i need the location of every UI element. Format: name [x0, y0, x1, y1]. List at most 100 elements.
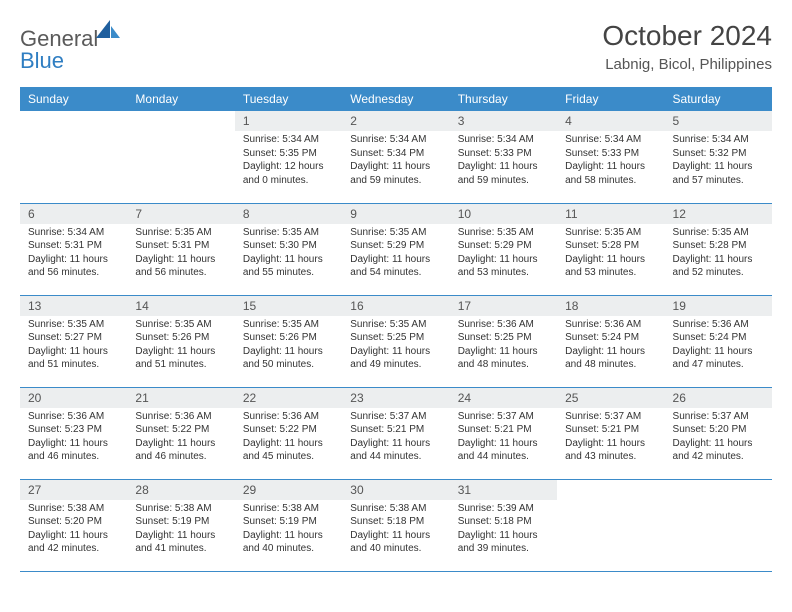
- day-number: 5: [665, 111, 772, 131]
- calendar-page: General Blue October 2024 Labnig, Bicol,…: [0, 0, 792, 582]
- month-title: October 2024: [602, 20, 772, 52]
- sunrise-text: Sunrise: 5:35 AM: [565, 226, 656, 240]
- day-body: Sunrise: 5:34 AMSunset: 5:31 PMDaylight:…: [20, 224, 127, 284]
- sunset-text: Sunset: 5:21 PM: [565, 423, 656, 437]
- sunrise-text: Sunrise: 5:36 AM: [243, 410, 334, 424]
- calendar-day-cell: 21Sunrise: 5:36 AMSunset: 5:22 PMDayligh…: [127, 387, 234, 479]
- sunset-text: Sunset: 5:22 PM: [243, 423, 334, 437]
- day-body: Sunrise: 5:36 AMSunset: 5:24 PMDaylight:…: [665, 316, 772, 376]
- day-number: 11: [557, 204, 664, 224]
- calendar-day-cell: 25Sunrise: 5:37 AMSunset: 5:21 PMDayligh…: [557, 387, 664, 479]
- sunset-text: Sunset: 5:33 PM: [458, 147, 549, 161]
- day-number: 29: [235, 480, 342, 500]
- sunrise-text: Sunrise: 5:34 AM: [350, 133, 441, 147]
- daylight-text: Daylight: 11 hours and 55 minutes.: [243, 253, 334, 280]
- calendar-week-row: 13Sunrise: 5:35 AMSunset: 5:27 PMDayligh…: [20, 295, 772, 387]
- sunrise-text: Sunrise: 5:35 AM: [673, 226, 764, 240]
- day-body: Sunrise: 5:34 AMSunset: 5:32 PMDaylight:…: [665, 131, 772, 191]
- day-body: Sunrise: 5:38 AMSunset: 5:20 PMDaylight:…: [20, 500, 127, 560]
- calendar-day-cell: 17Sunrise: 5:36 AMSunset: 5:25 PMDayligh…: [450, 295, 557, 387]
- day-body: Sunrise: 5:37 AMSunset: 5:21 PMDaylight:…: [450, 408, 557, 468]
- sunset-text: Sunset: 5:19 PM: [243, 515, 334, 529]
- sunrise-text: Sunrise: 5:35 AM: [135, 318, 226, 332]
- sunrise-text: Sunrise: 5:35 AM: [135, 226, 226, 240]
- sunrise-text: Sunrise: 5:37 AM: [565, 410, 656, 424]
- sunrise-text: Sunrise: 5:38 AM: [243, 502, 334, 516]
- brand-text: General Blue: [20, 28, 122, 72]
- daylight-text: Daylight: 11 hours and 46 minutes.: [135, 437, 226, 464]
- daylight-text: Daylight: 11 hours and 47 minutes.: [673, 345, 764, 372]
- sunset-text: Sunset: 5:27 PM: [28, 331, 119, 345]
- day-body: Sunrise: 5:36 AMSunset: 5:25 PMDaylight:…: [450, 316, 557, 376]
- daylight-text: Daylight: 12 hours and 0 minutes.: [243, 160, 334, 187]
- sunset-text: Sunset: 5:28 PM: [673, 239, 764, 253]
- day-body: Sunrise: 5:34 AMSunset: 5:34 PMDaylight:…: [342, 131, 449, 191]
- sunrise-text: Sunrise: 5:34 AM: [673, 133, 764, 147]
- calendar-day-cell: 27Sunrise: 5:38 AMSunset: 5:20 PMDayligh…: [20, 479, 127, 571]
- daylight-text: Daylight: 11 hours and 59 minutes.: [458, 160, 549, 187]
- day-body: Sunrise: 5:34 AMSunset: 5:35 PMDaylight:…: [235, 131, 342, 191]
- day-body: Sunrise: 5:36 AMSunset: 5:24 PMDaylight:…: [557, 316, 664, 376]
- sunset-text: Sunset: 5:30 PM: [243, 239, 334, 253]
- sunset-text: Sunset: 5:25 PM: [350, 331, 441, 345]
- sunrise-text: Sunrise: 5:35 AM: [458, 226, 549, 240]
- sunset-text: Sunset: 5:29 PM: [350, 239, 441, 253]
- day-number: 28: [127, 480, 234, 500]
- sunrise-text: Sunrise: 5:38 AM: [135, 502, 226, 516]
- daylight-text: Daylight: 11 hours and 44 minutes.: [350, 437, 441, 464]
- day-body: Sunrise: 5:35 AMSunset: 5:26 PMDaylight:…: [127, 316, 234, 376]
- daylight-text: Daylight: 11 hours and 57 minutes.: [673, 160, 764, 187]
- calendar-day-cell: 13Sunrise: 5:35 AMSunset: 5:27 PMDayligh…: [20, 295, 127, 387]
- sunset-text: Sunset: 5:34 PM: [350, 147, 441, 161]
- calendar-day-cell: 26Sunrise: 5:37 AMSunset: 5:20 PMDayligh…: [665, 387, 772, 479]
- sunset-text: Sunset: 5:20 PM: [673, 423, 764, 437]
- calendar-day-cell: 12Sunrise: 5:35 AMSunset: 5:28 PMDayligh…: [665, 203, 772, 295]
- calendar-tbody: ..1Sunrise: 5:34 AMSunset: 5:35 PMDaylig…: [20, 111, 772, 571]
- day-number: 31: [450, 480, 557, 500]
- sunrise-text: Sunrise: 5:38 AM: [28, 502, 119, 516]
- daylight-text: Daylight: 11 hours and 40 minutes.: [350, 529, 441, 556]
- sunset-text: Sunset: 5:21 PM: [350, 423, 441, 437]
- daylight-text: Daylight: 11 hours and 59 minutes.: [350, 160, 441, 187]
- daylight-text: Daylight: 11 hours and 41 minutes.: [135, 529, 226, 556]
- day-number: 22: [235, 388, 342, 408]
- calendar-day-cell: 20Sunrise: 5:36 AMSunset: 5:23 PMDayligh…: [20, 387, 127, 479]
- day-number: 10: [450, 204, 557, 224]
- calendar-thead: SundayMondayTuesdayWednesdayThursdayFrid…: [20, 87, 772, 111]
- sunset-text: Sunset: 5:20 PM: [28, 515, 119, 529]
- day-body: Sunrise: 5:37 AMSunset: 5:20 PMDaylight:…: [665, 408, 772, 468]
- day-body: Sunrise: 5:37 AMSunset: 5:21 PMDaylight:…: [557, 408, 664, 468]
- calendar-day-cell: 19Sunrise: 5:36 AMSunset: 5:24 PMDayligh…: [665, 295, 772, 387]
- calendar-day-cell: .: [20, 111, 127, 203]
- sunrise-text: Sunrise: 5:34 AM: [28, 226, 119, 240]
- sunset-text: Sunset: 5:22 PM: [135, 423, 226, 437]
- day-body: Sunrise: 5:36 AMSunset: 5:22 PMDaylight:…: [127, 408, 234, 468]
- day-body: Sunrise: 5:39 AMSunset: 5:18 PMDaylight:…: [450, 500, 557, 560]
- brand-logo: General Blue: [20, 20, 122, 72]
- day-number: 8: [235, 204, 342, 224]
- sunrise-text: Sunrise: 5:36 AM: [28, 410, 119, 424]
- daylight-text: Daylight: 11 hours and 43 minutes.: [565, 437, 656, 464]
- sunset-text: Sunset: 5:26 PM: [243, 331, 334, 345]
- calendar-day-cell: 11Sunrise: 5:35 AMSunset: 5:28 PMDayligh…: [557, 203, 664, 295]
- calendar-day-cell: 15Sunrise: 5:35 AMSunset: 5:26 PMDayligh…: [235, 295, 342, 387]
- sunset-text: Sunset: 5:25 PM: [458, 331, 549, 345]
- sunset-text: Sunset: 5:18 PM: [350, 515, 441, 529]
- day-header: Wednesday: [342, 87, 449, 111]
- calendar-day-cell: 14Sunrise: 5:35 AMSunset: 5:26 PMDayligh…: [127, 295, 234, 387]
- day-number: 26: [665, 388, 772, 408]
- calendar-day-cell: 28Sunrise: 5:38 AMSunset: 5:19 PMDayligh…: [127, 479, 234, 571]
- sunset-text: Sunset: 5:35 PM: [243, 147, 334, 161]
- sunrise-text: Sunrise: 5:37 AM: [458, 410, 549, 424]
- day-number: 1: [235, 111, 342, 131]
- day-body: Sunrise: 5:35 AMSunset: 5:28 PMDaylight:…: [665, 224, 772, 284]
- sunset-text: Sunset: 5:28 PM: [565, 239, 656, 253]
- daylight-text: Daylight: 11 hours and 49 minutes.: [350, 345, 441, 372]
- day-body: Sunrise: 5:35 AMSunset: 5:31 PMDaylight:…: [127, 224, 234, 284]
- sunset-text: Sunset: 5:26 PM: [135, 331, 226, 345]
- day-number: 27: [20, 480, 127, 500]
- day-body: Sunrise: 5:35 AMSunset: 5:29 PMDaylight:…: [342, 224, 449, 284]
- sunrise-text: Sunrise: 5:36 AM: [565, 318, 656, 332]
- day-header: Friday: [557, 87, 664, 111]
- calendar-day-cell: 8Sunrise: 5:35 AMSunset: 5:30 PMDaylight…: [235, 203, 342, 295]
